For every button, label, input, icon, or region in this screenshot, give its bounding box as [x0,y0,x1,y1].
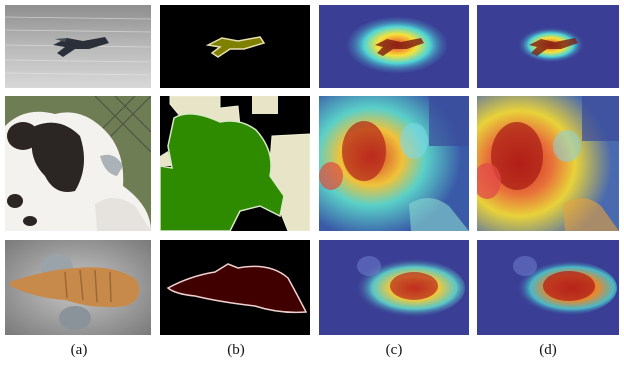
column-label-a: (a) [70,342,88,358]
cat-heatmap-c [319,240,469,335]
bird-image [5,5,151,88]
calf-heatmap-d [477,96,619,231]
calf-segmentation-mask [160,96,310,231]
cat-image [5,240,151,335]
bird-heatmap-d [477,5,619,88]
column-label-b: (b) [227,342,245,358]
bird-heatmap-c [319,5,469,88]
cat-heatmap-d [477,240,619,335]
calf-image [5,96,151,231]
column-label-d: (d) [539,342,557,358]
cat-segmentation-mask [160,240,310,335]
calf-heatmap-c [319,96,469,231]
column-label-c: (c) [385,342,403,358]
bird-segmentation-mask [160,5,310,88]
